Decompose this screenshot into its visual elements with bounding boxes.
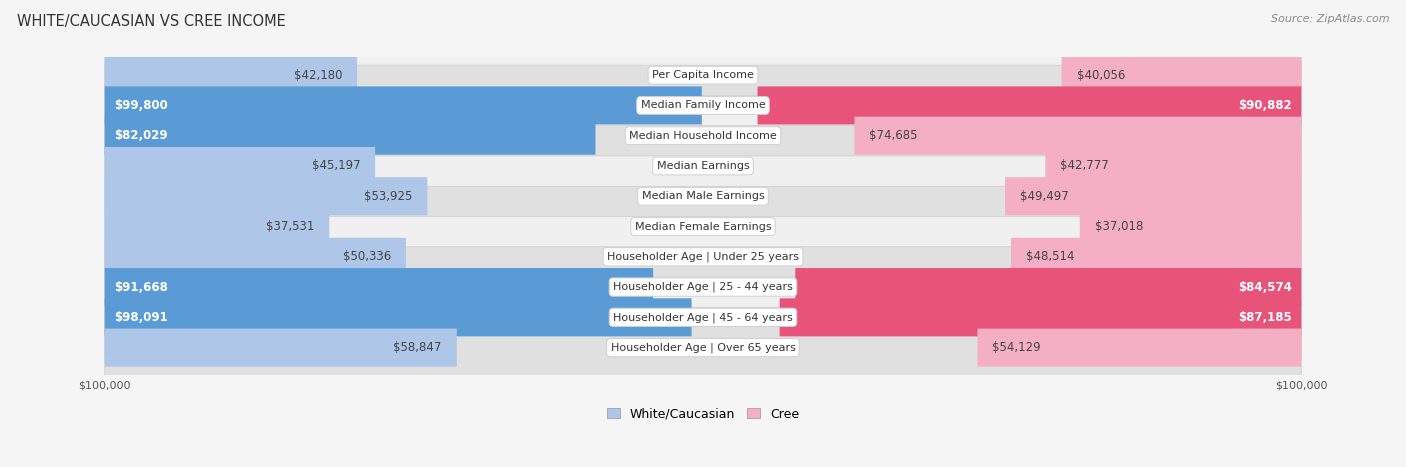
FancyBboxPatch shape xyxy=(104,247,1302,327)
FancyBboxPatch shape xyxy=(780,298,1302,336)
FancyBboxPatch shape xyxy=(104,298,692,336)
FancyBboxPatch shape xyxy=(104,307,1302,388)
Text: Median Female Earnings: Median Female Earnings xyxy=(634,221,772,232)
Text: $91,668: $91,668 xyxy=(114,281,167,294)
FancyBboxPatch shape xyxy=(1005,177,1302,215)
FancyBboxPatch shape xyxy=(104,117,596,155)
Text: $74,685: $74,685 xyxy=(869,129,918,142)
Text: $53,925: $53,925 xyxy=(364,190,412,203)
FancyBboxPatch shape xyxy=(1062,56,1302,94)
FancyBboxPatch shape xyxy=(758,86,1302,125)
Text: Householder Age | 45 - 64 years: Householder Age | 45 - 64 years xyxy=(613,312,793,323)
FancyBboxPatch shape xyxy=(1080,207,1302,246)
Text: $98,091: $98,091 xyxy=(114,311,167,324)
Text: $87,185: $87,185 xyxy=(1239,311,1292,324)
Text: $48,514: $48,514 xyxy=(1026,250,1074,263)
FancyBboxPatch shape xyxy=(104,329,457,367)
Text: $40,056: $40,056 xyxy=(1077,69,1125,82)
Text: $54,129: $54,129 xyxy=(993,341,1040,354)
FancyBboxPatch shape xyxy=(104,147,375,185)
FancyBboxPatch shape xyxy=(104,86,702,125)
FancyBboxPatch shape xyxy=(977,329,1302,367)
FancyBboxPatch shape xyxy=(104,268,654,306)
FancyBboxPatch shape xyxy=(1045,147,1302,185)
FancyBboxPatch shape xyxy=(104,177,427,215)
FancyBboxPatch shape xyxy=(104,217,1302,297)
FancyBboxPatch shape xyxy=(796,268,1302,306)
FancyBboxPatch shape xyxy=(104,56,357,94)
FancyBboxPatch shape xyxy=(1011,238,1302,276)
Legend: White/Caucasian, Cree: White/Caucasian, Cree xyxy=(602,403,804,426)
FancyBboxPatch shape xyxy=(104,186,1302,267)
FancyBboxPatch shape xyxy=(104,207,329,246)
Text: Median Household Income: Median Household Income xyxy=(628,131,778,141)
FancyBboxPatch shape xyxy=(104,277,1302,358)
Text: Householder Age | 25 - 44 years: Householder Age | 25 - 44 years xyxy=(613,282,793,292)
FancyBboxPatch shape xyxy=(855,117,1302,155)
FancyBboxPatch shape xyxy=(104,238,406,276)
Text: $50,336: $50,336 xyxy=(343,250,391,263)
Text: Householder Age | Over 65 years: Householder Age | Over 65 years xyxy=(610,342,796,353)
Text: Per Capita Income: Per Capita Income xyxy=(652,70,754,80)
Text: $45,197: $45,197 xyxy=(312,160,360,172)
Text: $42,777: $42,777 xyxy=(1060,160,1109,172)
Text: $84,574: $84,574 xyxy=(1239,281,1292,294)
Text: $99,800: $99,800 xyxy=(114,99,167,112)
FancyBboxPatch shape xyxy=(104,126,1302,206)
FancyBboxPatch shape xyxy=(104,65,1302,146)
FancyBboxPatch shape xyxy=(104,156,1302,237)
Text: $90,882: $90,882 xyxy=(1239,99,1292,112)
Text: Median Male Earnings: Median Male Earnings xyxy=(641,191,765,201)
FancyBboxPatch shape xyxy=(104,35,1302,115)
Text: $49,497: $49,497 xyxy=(1021,190,1069,203)
Text: $37,531: $37,531 xyxy=(266,220,315,233)
Text: WHITE/CAUCASIAN VS CREE INCOME: WHITE/CAUCASIAN VS CREE INCOME xyxy=(17,14,285,29)
Text: $82,029: $82,029 xyxy=(114,129,167,142)
FancyBboxPatch shape xyxy=(104,95,1302,176)
Text: $42,180: $42,180 xyxy=(294,69,342,82)
Text: Median Earnings: Median Earnings xyxy=(657,161,749,171)
Text: $37,018: $37,018 xyxy=(1095,220,1143,233)
Text: Householder Age | Under 25 years: Householder Age | Under 25 years xyxy=(607,252,799,262)
Text: Source: ZipAtlas.com: Source: ZipAtlas.com xyxy=(1271,14,1389,24)
Text: $58,847: $58,847 xyxy=(394,341,441,354)
Text: Median Family Income: Median Family Income xyxy=(641,100,765,111)
